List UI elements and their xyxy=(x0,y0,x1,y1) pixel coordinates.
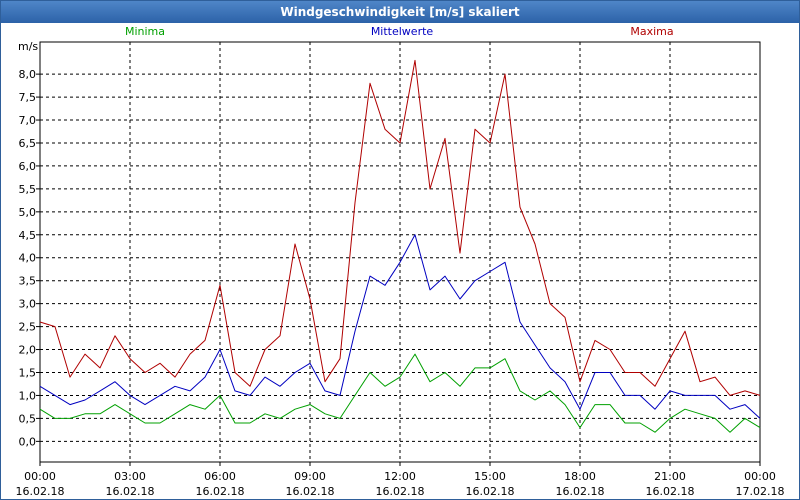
y-tick-label: 7,0 xyxy=(19,114,37,127)
x-tick-date-label: 16.02.18 xyxy=(646,485,695,498)
x-tick-date-label: 16.02.18 xyxy=(16,485,65,498)
x-tick-labels: 00:00 16.02.18 03:00 16.02.18 06:00 16.02.18 0… xyxy=(16,470,785,498)
y-tick-label: 2,0 xyxy=(19,344,37,357)
y-tick-label: 2,5 xyxy=(19,321,37,334)
y-tick-label: 1,5 xyxy=(19,366,37,379)
window-title: Windgeschwindigkeit [m/s] skaliert xyxy=(1,1,799,23)
x-tick-time-label: 18:00 xyxy=(564,470,596,483)
y-tick-label: 1,0 xyxy=(19,389,37,402)
x-tick-time-label: 06:00 xyxy=(204,470,236,483)
y-tick-label: 0,5 xyxy=(19,412,37,425)
y-tick-label: 8,0 xyxy=(19,68,37,81)
x-tick-time-label: 21:00 xyxy=(654,470,686,483)
y-tick-label: 6,0 xyxy=(19,160,37,173)
x-tick-time-label: 09:00 xyxy=(294,470,326,483)
x-tick-date-label: 17.02.18 xyxy=(736,485,785,498)
y-axis-unit: m/s xyxy=(18,40,38,53)
series-line-maxima xyxy=(39,59,761,396)
x-tick-date-label: 16.02.18 xyxy=(286,485,335,498)
series-line-minima xyxy=(39,353,761,433)
y-tick-label: 4,0 xyxy=(19,252,37,265)
legend: Minima Mittelwerte Maxima xyxy=(125,25,674,38)
y-tick-label: 3,0 xyxy=(19,298,37,311)
x-tick-time-label: 15:00 xyxy=(474,470,506,483)
y-tick-labels: 0,0 0,5 1,0 1,5 2,0 2,5 3,0 3,5 4,0 4,5 5,0 5,5 6,0 6… xyxy=(19,68,37,448)
x-tick-time-label: 12:00 xyxy=(384,470,416,483)
x-tick-date-label: 16.02.18 xyxy=(196,485,245,498)
x-tick-time-label: 03:00 xyxy=(114,470,146,483)
x-tick-date-label: 16.02.18 xyxy=(466,485,515,498)
x-tick-date-label: 16.02.18 xyxy=(376,485,425,498)
tick-marks xyxy=(36,73,761,466)
x-tick-date-label: 16.02.18 xyxy=(556,485,605,498)
series-lines xyxy=(39,59,761,433)
legend-entry-mittelwerte: Mittelwerte xyxy=(371,25,434,38)
y-tick-label: 4,5 xyxy=(19,229,37,242)
x-tick-date-label: 16.02.18 xyxy=(106,485,155,498)
legend-entry-minima: Minima xyxy=(125,25,165,38)
legend-entry-maxima: Maxima xyxy=(630,25,673,38)
y-tick-label: 3,5 xyxy=(19,275,37,288)
y-tick-label: 5,5 xyxy=(19,183,37,196)
y-tick-label: 5,0 xyxy=(19,206,37,219)
grid xyxy=(40,42,760,462)
x-tick-time-label: 00:00 xyxy=(744,470,776,483)
series-line-mittelwerte xyxy=(39,234,761,419)
y-tick-label: 6,5 xyxy=(19,137,37,150)
y-tick-label: 0,0 xyxy=(19,435,37,448)
x-tick-time-label: 00:00 xyxy=(24,470,56,483)
y-tick-label: 7,5 xyxy=(19,91,37,104)
